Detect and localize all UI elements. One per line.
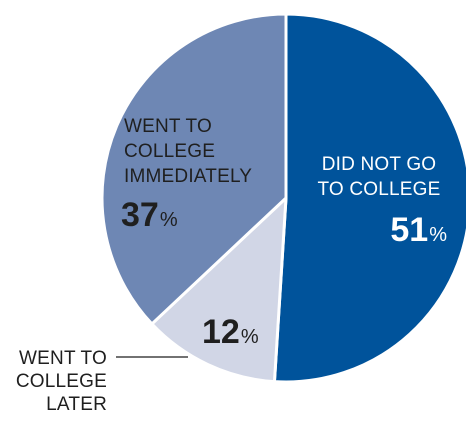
slice-percent-went-immediately: 37% <box>121 196 178 234</box>
slice-label-did-not-go: DID NOT GO TO COLLEGE <box>317 154 440 200</box>
pie-labels: DID NOT GO TO COLLEGE 51% WENT TO COLLEGE IMM… <box>16 116 447 415</box>
slice-label-went-later: WENT TO COLLEGE LATER <box>16 348 107 415</box>
slice-percent-went-later: 12% <box>202 313 259 351</box>
slice-did-not-go <box>272 12 466 384</box>
pie-slices <box>100 12 466 384</box>
slice-percent-did-not-go: 51% <box>390 211 447 249</box>
slice-went-immediately <box>100 12 288 326</box>
slice-label-went-immediately: WENT TO COLLEGE IMMEDIATELY <box>124 116 252 187</box>
slice-went-later <box>150 196 288 384</box>
